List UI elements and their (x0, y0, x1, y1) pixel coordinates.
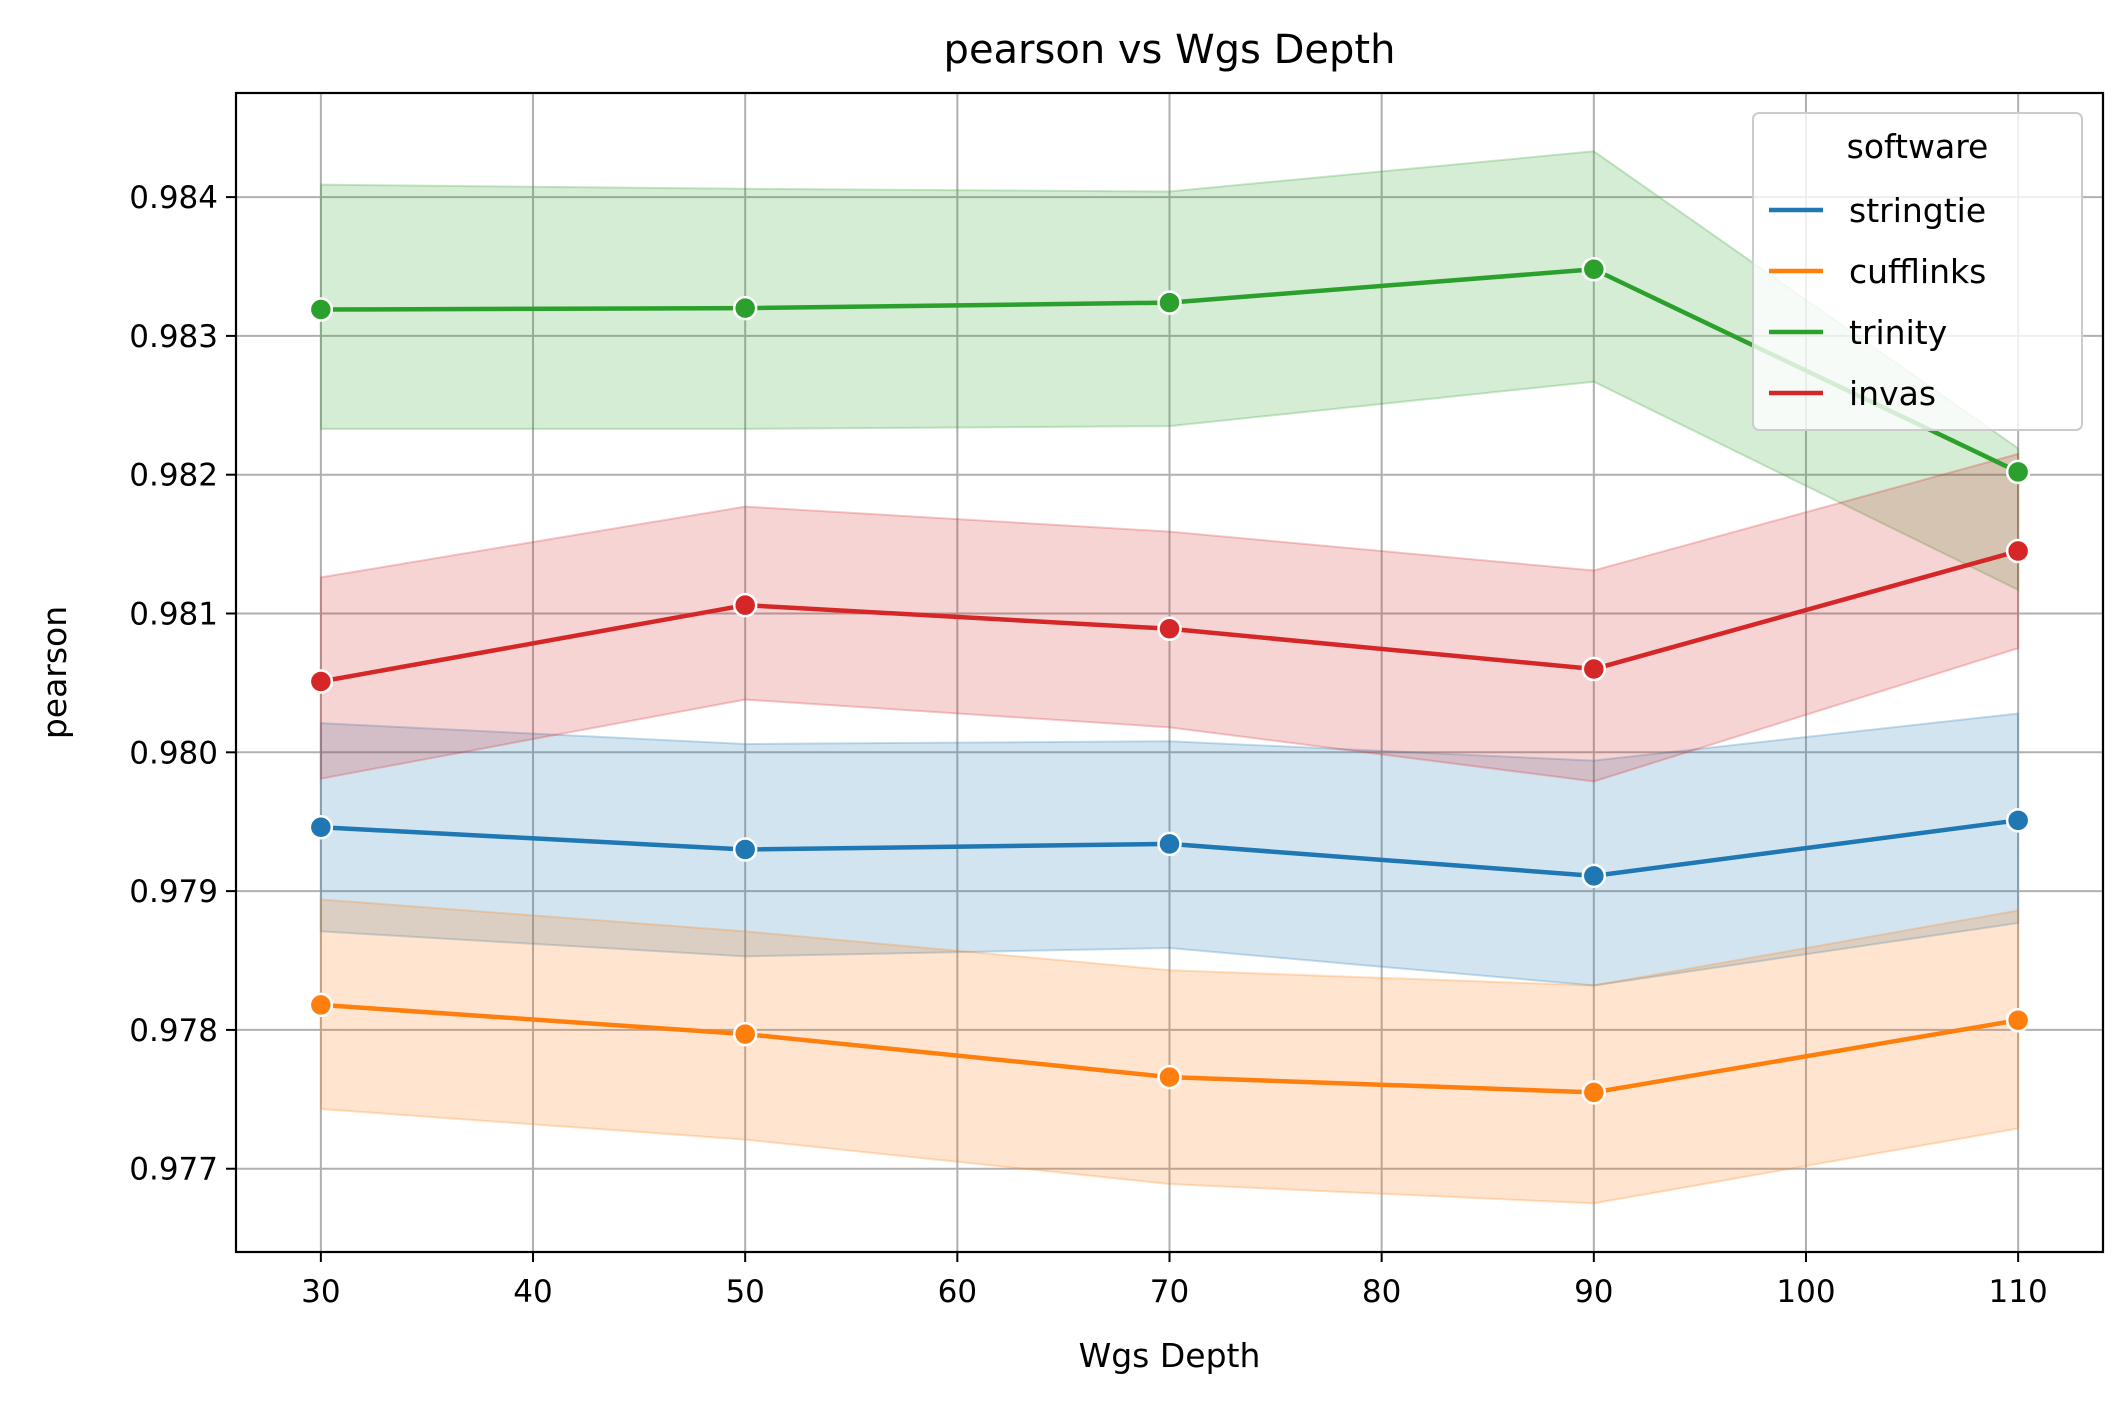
y-tick-label: 0.982 (129, 458, 218, 494)
series-markers (308, 257, 2031, 1105)
legend-label-invas: invas (1849, 374, 1936, 413)
data-point-trinity (2005, 459, 2031, 485)
data-point-invas (732, 592, 758, 618)
x-axis-label: Wgs Depth (1079, 1336, 1261, 1375)
y-tick-label: 0.978 (129, 1013, 218, 1049)
data-point-trinity (1581, 257, 1607, 282)
x-tick-label: 90 (1574, 1274, 1613, 1310)
data-point-cufflinks (732, 1021, 758, 1047)
data-point-trinity (732, 295, 758, 321)
chart-title: pearson vs Wgs Depth (944, 27, 1396, 73)
data-point-stringtie (732, 837, 758, 862)
legend-label-trinity: trinity (1849, 313, 1947, 352)
data-point-cufflinks (1581, 1080, 1607, 1105)
y-tick-label: 0.981 (129, 597, 218, 633)
y-axis-label: pearson (35, 606, 74, 739)
y-axis-ticks: 0.977 0.978 0.979 0.980 0.981 0.982 0.983 0.984 (129, 180, 236, 1188)
data-point-stringtie (1157, 831, 1182, 857)
legend-label-cufflinks: cufflinks (1849, 252, 1986, 291)
data-point-invas (308, 669, 334, 694)
legend: software stringtie cufflinks trinity invas (1752, 112, 2083, 431)
data-point-invas (2005, 538, 2031, 564)
data-point-cufflinks (1157, 1064, 1182, 1090)
legend-label-stringtie: stringtie (1849, 191, 1986, 230)
data-point-stringtie (2005, 808, 2031, 833)
x-tick-label: 110 (1989, 1274, 2048, 1310)
y-tick-label: 0.983 (129, 319, 218, 355)
data-point-trinity (308, 297, 334, 322)
y-tick-label: 0.979 (129, 874, 218, 910)
x-tick-label: 30 (301, 1274, 340, 1310)
x-tick-label: 100 (1776, 1274, 1835, 1310)
data-point-cufflinks (2005, 1007, 2031, 1033)
x-axis-ticks: 30 40 50 60 70 80 90 100 110 (301, 1252, 2048, 1310)
y-tick-label: 0.984 (129, 180, 218, 216)
y-tick-label: 0.980 (129, 735, 218, 771)
data-point-invas (1157, 616, 1182, 642)
data-point-cufflinks (308, 992, 334, 1018)
x-tick-label: 50 (725, 1274, 764, 1310)
data-point-trinity (1157, 290, 1182, 315)
x-tick-label: 70 (1150, 1274, 1189, 1310)
x-tick-label: 60 (938, 1274, 977, 1310)
legend-items: stringtie cufflinks trinity invas (1769, 191, 1986, 413)
data-point-invas (1581, 656, 1607, 682)
confidence-band-cufflinks (319, 898, 2020, 1205)
legend-box (1752, 112, 2083, 431)
x-tick-label: 40 (513, 1274, 552, 1310)
data-point-stringtie (308, 815, 334, 840)
data-point-stringtie (1581, 863, 1607, 889)
legend-title: software (1847, 127, 1989, 166)
y-tick-label: 0.977 (129, 1152, 218, 1188)
x-tick-label: 80 (1362, 1274, 1401, 1310)
